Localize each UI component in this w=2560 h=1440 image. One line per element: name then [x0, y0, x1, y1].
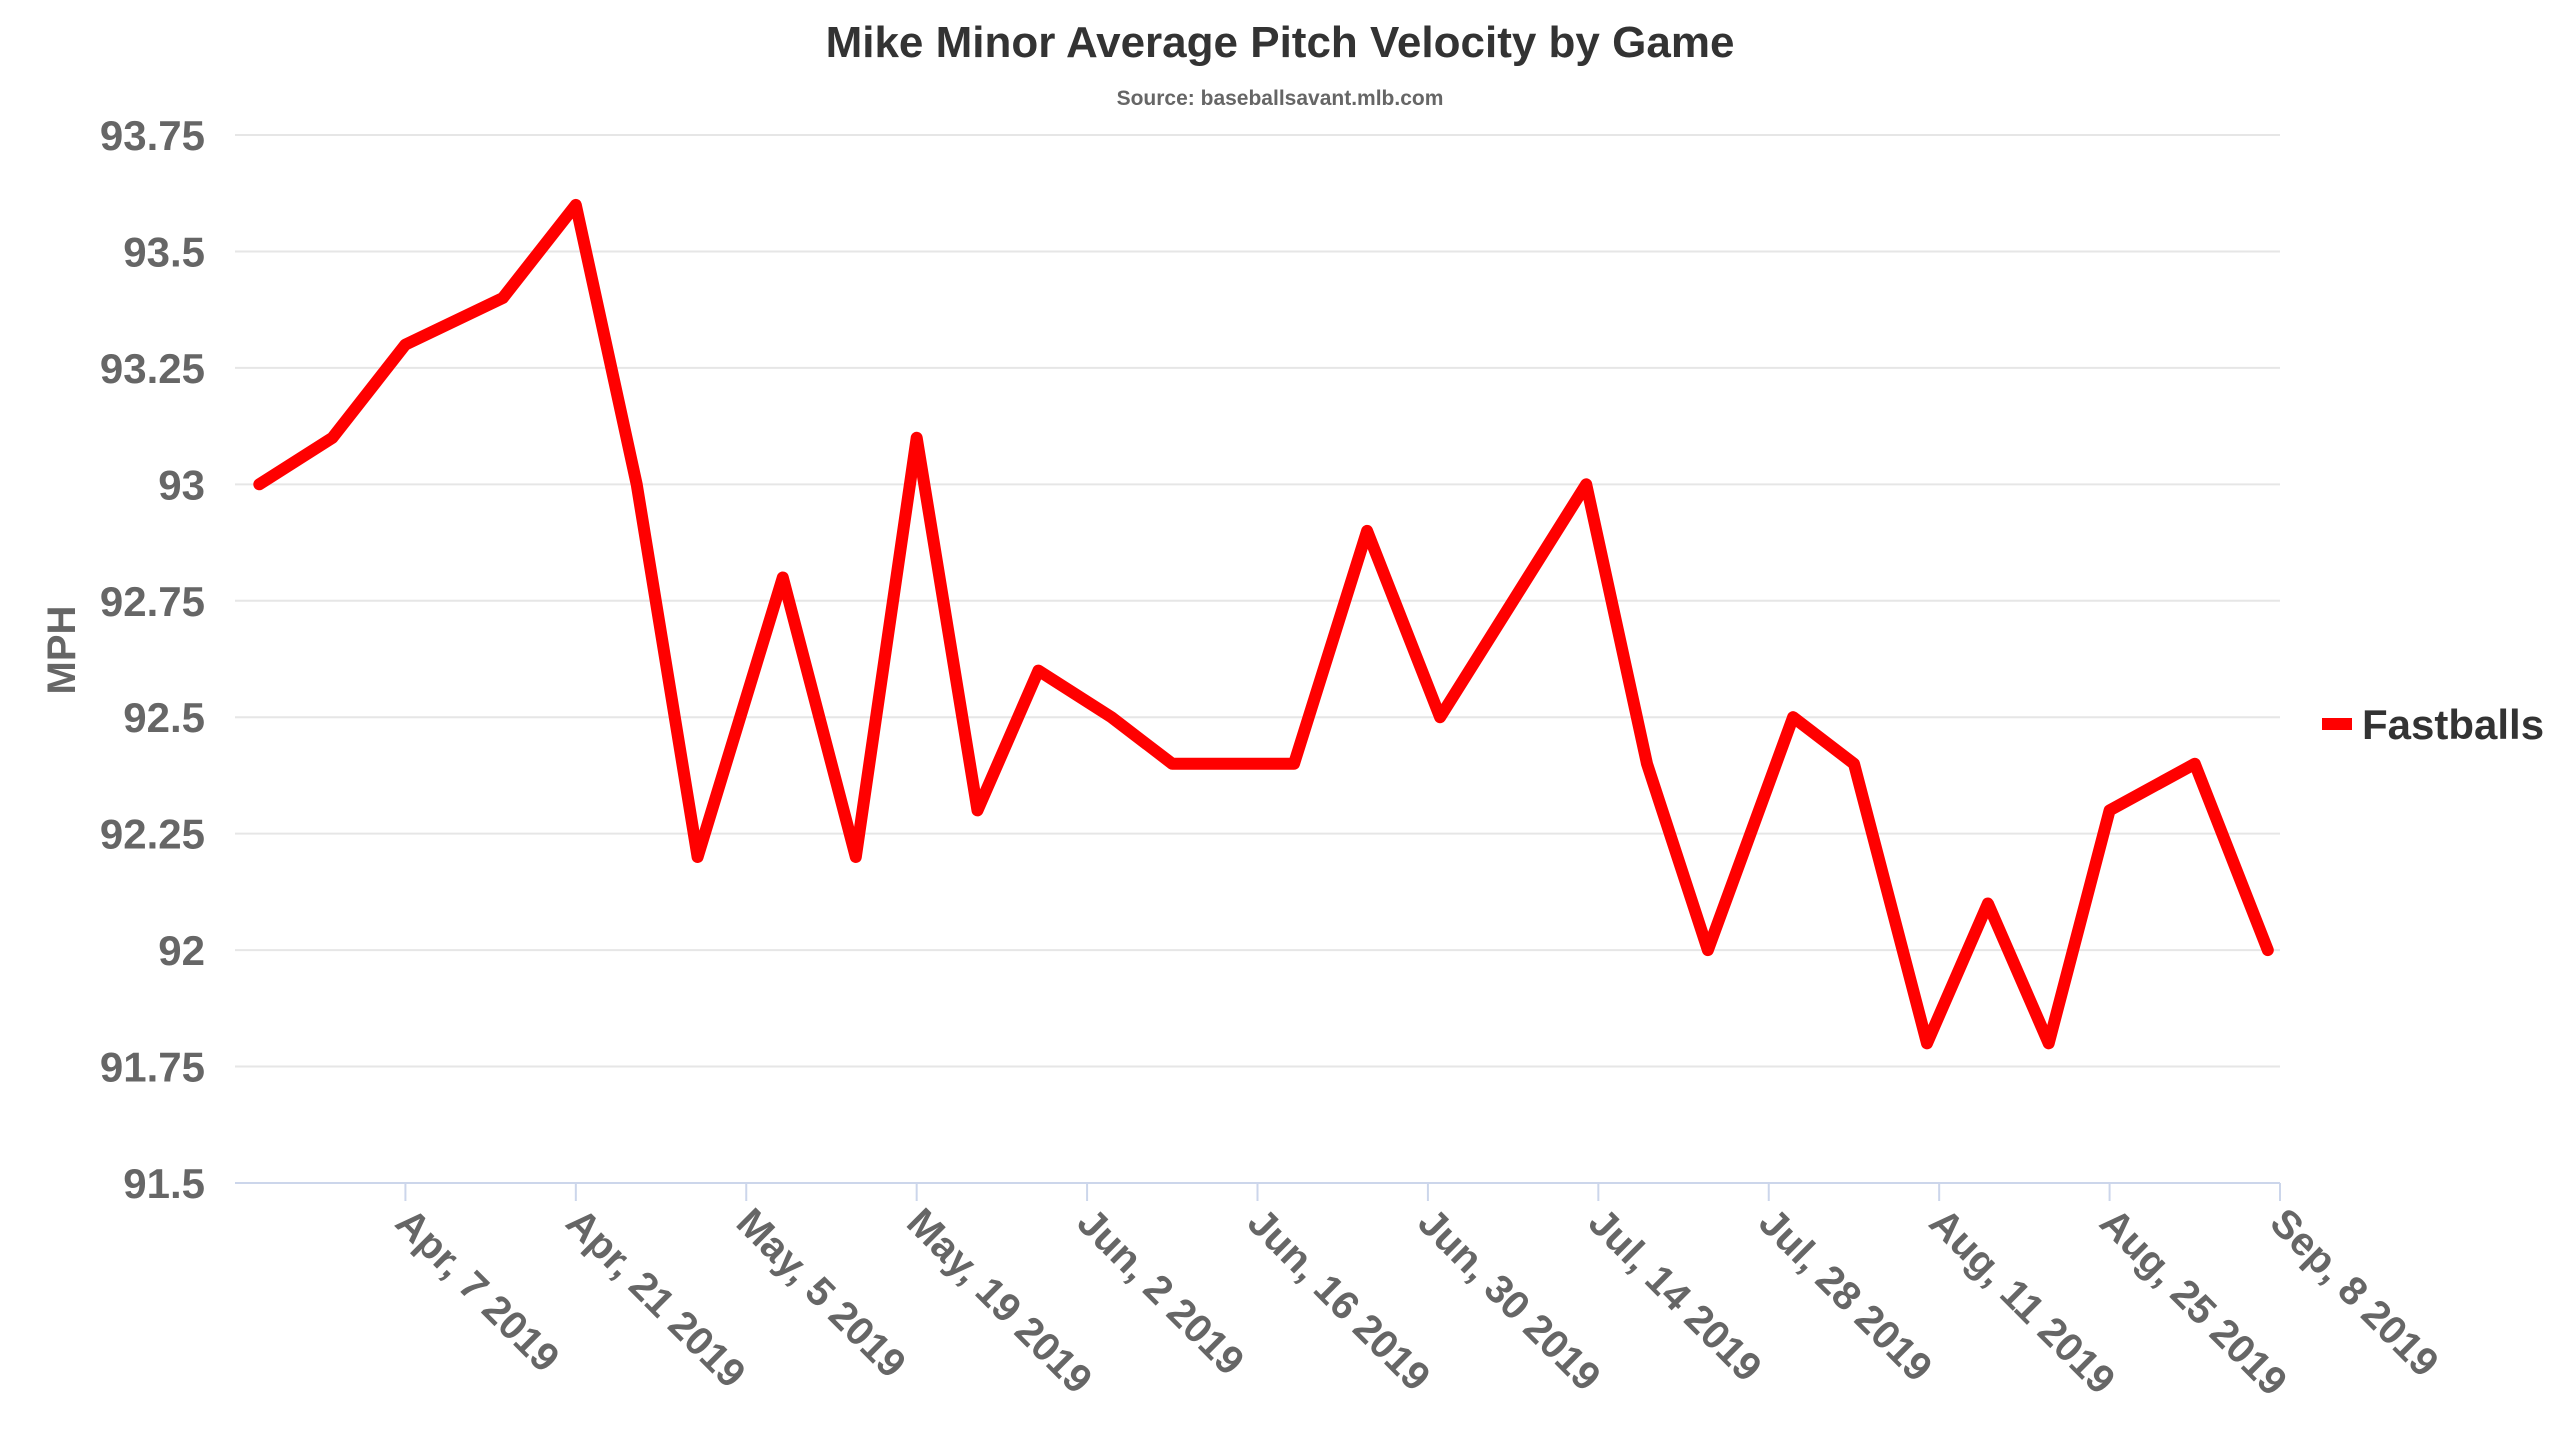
x-tick-label: Jul, 28 2019: [1750, 1200, 1940, 1390]
y-tick-label: 93.25: [100, 345, 205, 392]
y-tick-label: 92.25: [100, 811, 205, 858]
x-tick-label: Apr, 21 2019: [557, 1200, 753, 1396]
y-tick-label: 92.5: [123, 694, 205, 741]
chart-title: Mike Minor Average Pitch Velocity by Gam…: [826, 18, 1735, 67]
series-line-fastballs: [253, 198, 2274, 1050]
x-tick-label: Apr, 7 2019: [387, 1200, 567, 1380]
y-tick-label: 93.75: [100, 112, 205, 159]
series: [253, 198, 2274, 1050]
y-axis-ticks: 91.5 91.75 92 92.25 92.5 92.75 93 93.25 93.5 93.7…: [100, 112, 205, 1207]
legend-label: Fastballs: [2362, 701, 2544, 748]
legend-item-fastballs[interactable]: Fastballs: [2322, 701, 2544, 748]
y-tick-label: 92: [158, 927, 205, 974]
y-tick-label: 91.75: [100, 1044, 205, 1091]
y-tick-label: 93.5: [123, 228, 205, 275]
chart-subtitle: Source: baseballsavant.mlb.com: [1117, 87, 1444, 110]
x-tick-label: Jun, 16 2019: [1239, 1200, 1438, 1399]
legend[interactable]: Fastballs: [2322, 701, 2544, 748]
y-tick-label: 92.75: [100, 578, 205, 625]
x-tick-label: May, 5 2019: [728, 1200, 914, 1386]
y-tick-label: 91.5: [123, 1160, 205, 1207]
x-tick-label: Sep, 8 2019: [2262, 1200, 2447, 1385]
x-tick-label: Jun, 30 2019: [1410, 1200, 1609, 1399]
y-axis-title: MPH: [40, 606, 84, 695]
x-tick-label: Jul, 14 2019: [1580, 1200, 1770, 1390]
x-tick-label: Jun, 2 2019: [1069, 1200, 1253, 1384]
gridlines: [235, 134, 2280, 1068]
y-tick-label: 93: [158, 461, 205, 508]
